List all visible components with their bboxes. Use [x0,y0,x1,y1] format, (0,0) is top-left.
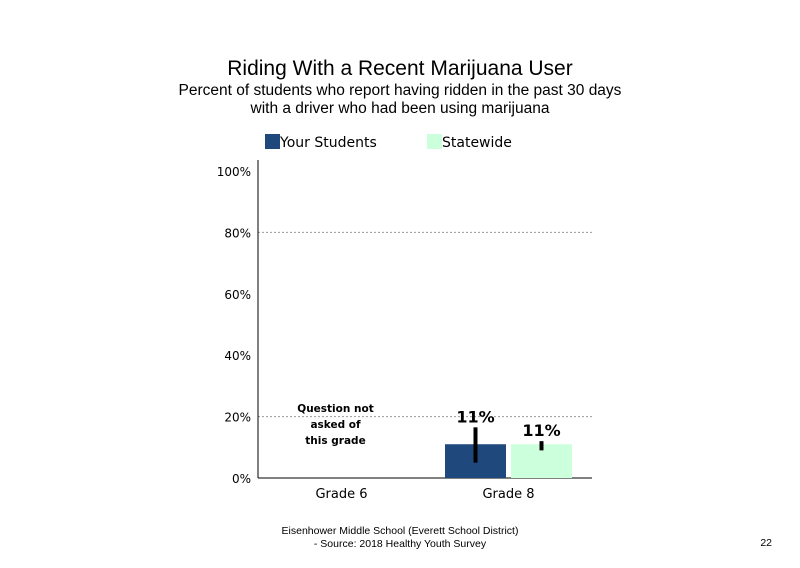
bars [445,444,572,478]
category-label: Grade 6 [315,487,367,502]
legend-label-your-students: Your Students [279,135,377,151]
footer-source: Eisenhower Middle School (Everett School… [200,525,600,551]
data-labels: 11% 11% [456,407,560,440]
not-asked-note: Question not asked of this grade [297,403,373,447]
subtitle-line-1: Percent of students who report having ri… [178,82,622,99]
footer-line-1: Eisenhower Middle School (Everett School… [281,525,519,537]
chart-subtitle: Percent of students who report having ri… [0,82,800,118]
note-line: this grade [305,435,365,447]
data-label: 11% [456,407,494,426]
note-line: asked of [310,419,361,431]
y-tick-label: 40% [224,349,251,363]
footer-line-2: - Source: 2018 Healthy Youth Survey [313,538,487,550]
legend-label-statewide: Statewide [442,135,512,151]
category-labels: Grade 6 Grade 8 [315,487,534,502]
y-tick-label: 80% [224,226,251,240]
page-number: 22 [760,537,772,549]
y-tick-label: 60% [224,288,251,302]
category-label: Grade 8 [482,487,534,502]
y-tick-label: 0% [232,472,251,486]
data-label: 11% [522,421,560,440]
grid-lines [258,231,592,418]
y-tick-label: 100% [217,165,251,179]
error-bars [473,427,544,463]
legend-swatch-statewide [427,134,442,149]
legend: Your Students Statewide [265,134,512,151]
y-tick-labels: 0% 20% 40% 60% 80% 100% [217,165,251,486]
y-tick-label: 20% [224,411,251,425]
legend-swatch-your-students [265,134,280,149]
chart-title: Riding With a Recent Marijuana User [227,57,573,80]
subtitle-line-2: with a driver who had been using marijua… [250,100,550,117]
note-line: Question not [297,403,373,415]
